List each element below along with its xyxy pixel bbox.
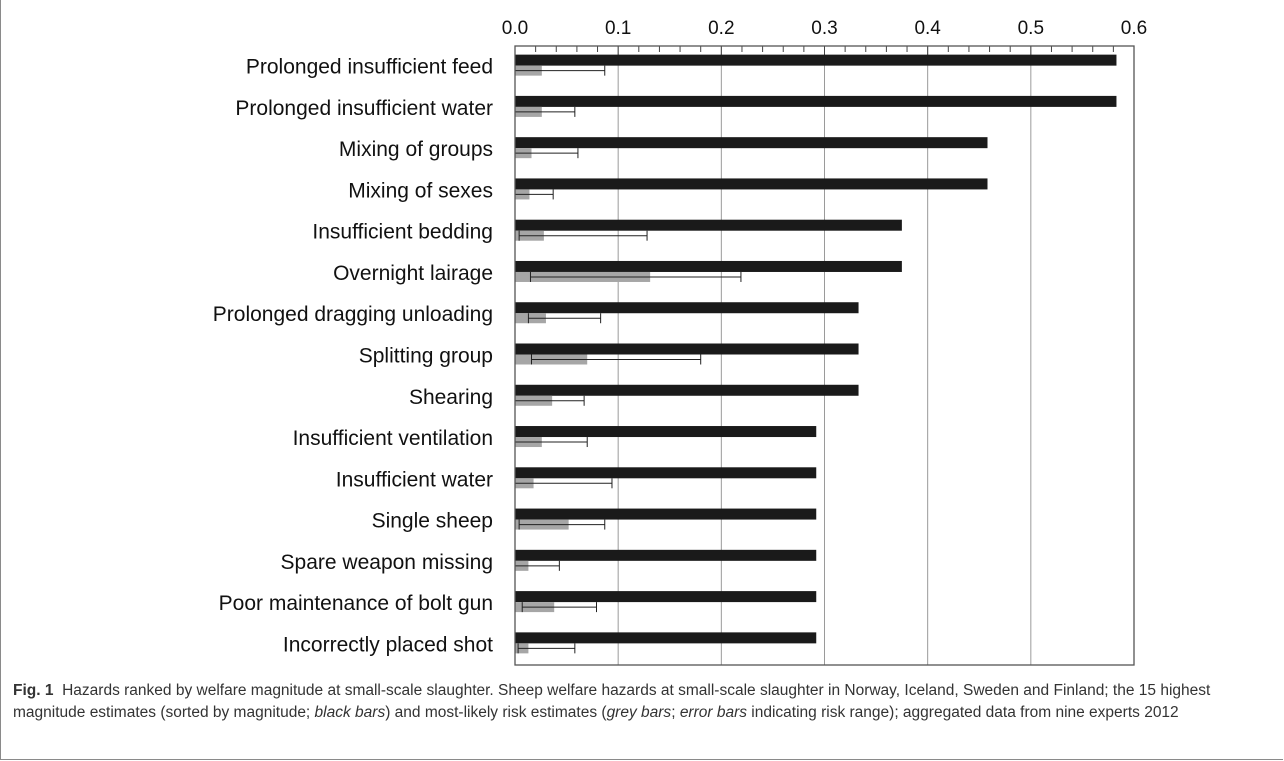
magnitude-bar (515, 260, 902, 272)
caption-text-1: Hazards ranked by welfare magnitude at s… (13, 682, 1211, 721)
figure-caption: Fig. 1 Hazards ranked by welfare magnitu… (13, 680, 1263, 724)
plot-border (514, 45, 1135, 666)
caption-text-4: indicating risk range); aggregated data … (747, 704, 1179, 721)
magnitude-bar (515, 343, 859, 355)
category-label: Poor maintenance of bolt gun (219, 592, 493, 615)
category-label: Prolonged insufficient water (235, 97, 493, 120)
magnitude-bar (515, 54, 1117, 66)
category-label: Prolonged dragging unloading (213, 303, 493, 326)
x-tick-label: 0.4 (914, 18, 941, 39)
category-label: Insufficient bedding (312, 221, 493, 244)
caption-error-bars: error bars (679, 704, 747, 721)
caption-grey-bars: grey bars (606, 704, 672, 721)
magnitude-bar (515, 591, 817, 603)
bar-layer (515, 54, 1117, 654)
category-label: Splitting group (359, 345, 493, 368)
magnitude-bar (515, 508, 817, 520)
category-label: Incorrectly placed shot (283, 633, 493, 656)
x-tick-label: 0.1 (605, 18, 631, 39)
magnitude-bar (515, 467, 817, 479)
category-label: Spare weapon missing (281, 551, 493, 574)
caption-black-bars: black bars (314, 704, 386, 721)
magnitude-bar (515, 384, 859, 396)
x-tick-label: 0.6 (1121, 18, 1147, 39)
magnitude-bar (515, 549, 817, 561)
category-label: Mixing of sexes (348, 179, 493, 202)
magnitude-bar (515, 95, 1117, 107)
category-label: Insufficient water (336, 468, 493, 491)
x-tick-label: 0.3 (811, 18, 837, 39)
magnitude-bar (515, 426, 817, 438)
category-label: Shearing (409, 386, 493, 409)
grid-layer (617, 46, 1032, 665)
magnitude-bar (515, 219, 902, 231)
magnitude-bar (515, 137, 988, 149)
x-tick-label: 0.5 (1018, 18, 1044, 39)
x-tick-label: 0.0 (502, 18, 528, 39)
x-axis-ticks: 0.0 0.1 0.2 0.3 0.4 0.5 0.6 (502, 18, 1147, 55)
category-label: Prolonged insufficient feed (246, 56, 493, 79)
magnitude-bar (515, 302, 859, 314)
category-labels: Prolonged insufficient feed Prolonged ins… (213, 56, 493, 657)
category-label: Mixing of groups (339, 138, 493, 161)
category-label: Insufficient ventilation (293, 427, 493, 450)
caption-text-3: ; (671, 704, 680, 721)
category-label: Overnight lairage (333, 262, 493, 285)
magnitude-bar (515, 178, 988, 190)
x-tick-label: 0.2 (708, 18, 734, 39)
magnitude-bar (515, 632, 817, 644)
caption-text-2: ) and most-likely risk estimates ( (385, 704, 607, 721)
category-label: Single sheep (372, 510, 493, 533)
caption-label: Fig. 1 (13, 682, 54, 699)
